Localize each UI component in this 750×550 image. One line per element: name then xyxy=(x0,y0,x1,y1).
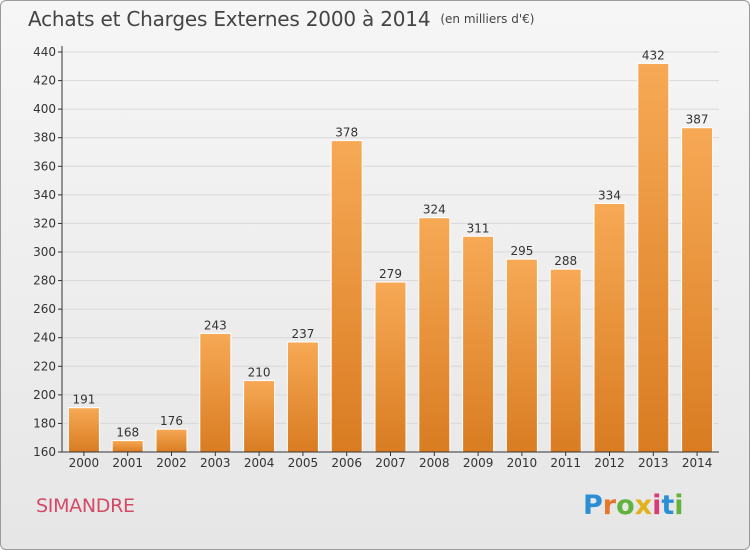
x-tick-label-2008: 2008 xyxy=(419,456,450,470)
chart-title-text: Achats et Charges Externes 2000 à 2014 xyxy=(28,7,431,31)
y-tick-label: 420 xyxy=(33,74,56,88)
y-tick-label: 360 xyxy=(33,159,56,173)
logo-letter: P xyxy=(583,490,603,521)
bar-2010 xyxy=(505,258,538,453)
bar-2013 xyxy=(637,62,670,453)
x-tick-label-2003: 2003 xyxy=(200,456,231,470)
x-tick-label-2012: 2012 xyxy=(594,456,625,470)
logo-letter: i xyxy=(652,490,662,521)
logo-letter: x xyxy=(634,490,653,521)
bar-2004 xyxy=(243,380,276,453)
value-label-2005: 237 xyxy=(291,327,314,341)
bar-2014 xyxy=(681,127,714,453)
y-tick-label: 200 xyxy=(33,388,56,402)
bar-2002 xyxy=(155,428,188,453)
value-label-2008: 324 xyxy=(423,203,446,217)
y-tick-label: 380 xyxy=(33,131,56,145)
value-label-2001: 168 xyxy=(116,426,139,440)
x-tick-label-2004: 2004 xyxy=(244,456,275,470)
x-tick-label-2005: 2005 xyxy=(288,456,319,470)
x-tick-label-2001: 2001 xyxy=(112,456,143,470)
bar-2000 xyxy=(67,407,100,453)
bar-2011 xyxy=(549,268,582,453)
labels: 160 180 200 220 240 260 280 300 320 340 360 380 400 4… xyxy=(33,45,712,470)
bar-2001 xyxy=(111,440,144,453)
value-label-2011: 288 xyxy=(554,254,577,268)
logo-letter: o xyxy=(616,490,635,521)
x-tick-label-2007: 2007 xyxy=(375,456,406,470)
value-label-2009: 311 xyxy=(467,221,490,235)
value-label-2010: 295 xyxy=(510,244,533,258)
logo-letter: r xyxy=(602,490,617,521)
value-label-2002: 176 xyxy=(160,414,183,428)
value-label-2012: 334 xyxy=(598,188,621,202)
bar-2003 xyxy=(199,332,232,453)
bar-2007 xyxy=(374,281,407,453)
x-tick-label-2009: 2009 xyxy=(463,456,494,470)
chart-unit: (en milliers d'€) xyxy=(440,12,535,26)
x-tick-label-2000: 2000 xyxy=(69,456,100,470)
y-tick-label: 260 xyxy=(33,302,56,316)
y-tick-label: 280 xyxy=(33,274,56,288)
x-tick-label-2010: 2010 xyxy=(507,456,538,470)
y-tick-label: 180 xyxy=(33,416,56,430)
bar-2008 xyxy=(418,217,451,453)
x-tick-label-2002: 2002 xyxy=(156,456,187,470)
logo-letter: t xyxy=(661,490,675,521)
y-tick-label: 300 xyxy=(33,245,56,259)
y-tick-label: 220 xyxy=(33,359,56,373)
x-tick-label-2006: 2006 xyxy=(331,456,362,470)
bar-2005 xyxy=(286,341,319,453)
y-tick-label: 240 xyxy=(33,331,56,345)
value-label-2007: 279 xyxy=(379,267,402,281)
value-label-2000: 191 xyxy=(72,393,95,407)
x-tick-label-2013: 2013 xyxy=(638,456,669,470)
value-label-2004: 210 xyxy=(248,366,271,380)
value-label-2014: 387 xyxy=(686,113,709,127)
proxiti-logo: Proxiti xyxy=(583,490,684,521)
bar-2012 xyxy=(593,202,626,453)
logo-letter: i xyxy=(674,490,684,521)
town-name: SIMANDRE xyxy=(36,495,135,517)
y-tick-label: 160 xyxy=(33,445,56,459)
y-tick-label: 400 xyxy=(33,102,56,116)
value-label-2003: 243 xyxy=(204,318,227,332)
value-label-2006: 378 xyxy=(335,126,358,140)
chart-title: Achats et Charges Externes 2000 à 2014 (e… xyxy=(28,7,534,31)
x-tick-label-2011: 2011 xyxy=(550,456,581,470)
value-label-2013: 432 xyxy=(642,48,665,62)
y-tick-label: 320 xyxy=(33,216,56,230)
y-tick-label: 340 xyxy=(33,188,56,202)
bar-2009 xyxy=(462,235,495,453)
bars xyxy=(67,62,714,453)
axes xyxy=(58,46,719,456)
y-tick-label: 440 xyxy=(33,45,56,59)
x-tick-label-2014: 2014 xyxy=(682,456,713,470)
bar-2006 xyxy=(330,140,363,453)
